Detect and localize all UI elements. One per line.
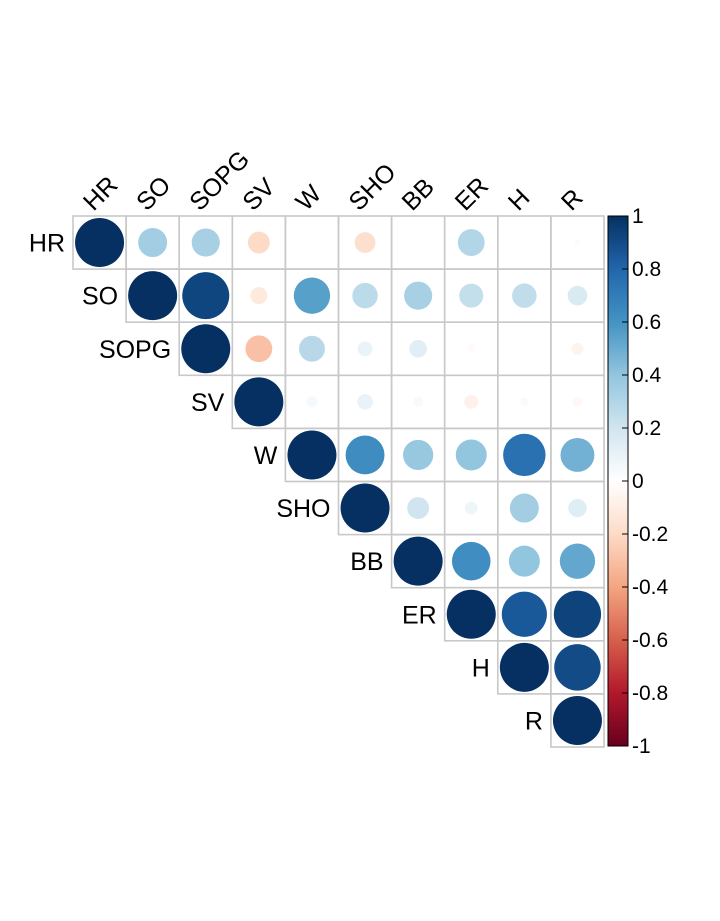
- row-label-SHO: SHO: [276, 495, 330, 523]
- corr-circle-SV-W: [306, 396, 318, 408]
- corr-circle-HR-ER: [457, 229, 485, 256]
- corr-circle-SOPG-W: [298, 335, 325, 362]
- corr-circle-SV-BB: [413, 396, 424, 407]
- col-label-SO: SO: [131, 171, 176, 216]
- corr-circle-SO-SO: [128, 271, 178, 321]
- corr-circle-HR-SO: [138, 228, 168, 258]
- col-label-BB: BB: [397, 173, 440, 216]
- colorbar-tick-label: 0.6: [632, 311, 661, 334]
- corr-circle-BB-ER: [451, 541, 491, 581]
- corr-circle-SV-H: [520, 397, 529, 407]
- corr-circle-SHO-SHO: [340, 483, 390, 533]
- col-label-SV: SV: [237, 173, 281, 217]
- corr-circle-BB-BB: [393, 536, 443, 586]
- col-label-H: H: [503, 184, 536, 217]
- corr-circle-W-W: [287, 430, 337, 480]
- corr-circle-SO-BB: [404, 281, 433, 310]
- corr-circle-W-BB: [403, 439, 434, 471]
- colorbar-tick-label: -0.6: [632, 629, 668, 652]
- corr-circle-SOPG-R: [571, 342, 584, 355]
- row-label-SO: SO: [82, 283, 118, 311]
- corr-circle-BB-H: [508, 545, 540, 577]
- row-label-HR: HR: [29, 230, 65, 258]
- colorbar-tick-label: -0.2: [632, 523, 668, 546]
- grid-layer: [72, 215, 605, 748]
- corr-circle-SOPG-ER: [467, 344, 476, 353]
- corr-circle-R-R: [552, 695, 602, 745]
- corr-circle-SO-SOPG: [182, 272, 230, 320]
- grid-cell-HR-W: [284, 215, 340, 270]
- corr-circle-SHO-ER: [464, 501, 478, 515]
- grid-cell-R-R: [550, 693, 605, 748]
- colorbar-tick-label: -1: [632, 735, 651, 758]
- corr-circle-SHO-BB: [407, 497, 430, 520]
- col-label-HR: HR: [78, 171, 123, 216]
- grid-cell-HR-H: [496, 215, 552, 270]
- colorbar-tick-label: -0.4: [632, 576, 669, 599]
- corr-circle-SV-ER: [464, 394, 479, 409]
- corr-circle-HR-SHO: [354, 232, 376, 253]
- corr-circle-SO-SV: [250, 287, 268, 305]
- grid-cell-HR-BB: [390, 215, 446, 270]
- row-label-ER: ER: [402, 601, 437, 629]
- colorbar-tick-label: 0.8: [632, 258, 661, 281]
- col-label-R: R: [556, 184, 589, 217]
- colorbar-tick-label: -0.8: [632, 682, 668, 705]
- corr-circle-HR-HR: [75, 218, 125, 268]
- corr-circle-H-H: [499, 642, 549, 692]
- row-label-SOPG: SOPG: [99, 336, 171, 364]
- corr-circle-ER-ER: [446, 589, 496, 639]
- colorbar-gradient: [608, 216, 628, 746]
- colorbar-tick-label: 1: [632, 205, 644, 228]
- colorbar-tick-label: 0.4: [632, 364, 662, 387]
- corr-circle-ER-R: [553, 590, 602, 638]
- corr-circle-SOPG-SOPG: [181, 324, 231, 374]
- row-label-BB: BB: [350, 548, 383, 576]
- corr-circle-SV-SV: [234, 377, 284, 427]
- col-label-SHO: SHO: [343, 158, 401, 216]
- row-label-R: R: [525, 707, 543, 735]
- colorbar-tick-label: 0: [632, 470, 644, 493]
- corr-circle-SO-W: [293, 277, 331, 314]
- corr-circle-SOPG-SHO: [357, 341, 373, 357]
- colorbar: 1 0.8 0.6 0.4 0.2 0 -0.2 -0.4 -0.6 -0.8 -1: [607, 205, 669, 758]
- row-label-SV: SV: [191, 389, 225, 417]
- corr-circle-ER-H: [501, 591, 547, 637]
- col-label-SOPG: SOPG: [184, 145, 255, 216]
- corr-circle-SO-SHO: [352, 282, 378, 309]
- corr-circle-SO-H: [512, 283, 537, 308]
- corr-circle-BB-R: [559, 543, 596, 579]
- col-label-ER: ER: [450, 172, 494, 216]
- corr-circle-SO-R: [567, 285, 588, 306]
- circle-layer: [75, 218, 602, 745]
- colorbar-tick-label: 0.2: [632, 417, 661, 440]
- corr-circle-W-H: [503, 433, 546, 477]
- corr-circle-SHO-R: [568, 498, 587, 518]
- corr-circle-SV-R: [572, 396, 583, 407]
- grid-cell-SOPG-H: [496, 321, 552, 377]
- corr-circle-SOPG-SV: [245, 335, 273, 363]
- corr-circle-HR-SOPG: [191, 228, 220, 257]
- row-label-W: W: [254, 442, 278, 470]
- corr-circle-SOPG-BB: [409, 339, 427, 358]
- col-label-W: W: [290, 179, 327, 216]
- corr-circle-SO-ER: [459, 283, 484, 308]
- row-label-H: H: [472, 654, 490, 682]
- corr-circle-HR-SV: [247, 231, 270, 254]
- corr-circle-W-R: [560, 437, 595, 472]
- corr-circle-W-ER: [455, 439, 487, 471]
- corr-circle-SHO-H: [509, 493, 539, 523]
- corr-circle-SV-SHO: [357, 394, 373, 410]
- corr-circle-HR-R: [573, 239, 581, 247]
- corr-circle-W-SHO: [345, 435, 385, 475]
- corr-circle-H-R: [554, 644, 601, 691]
